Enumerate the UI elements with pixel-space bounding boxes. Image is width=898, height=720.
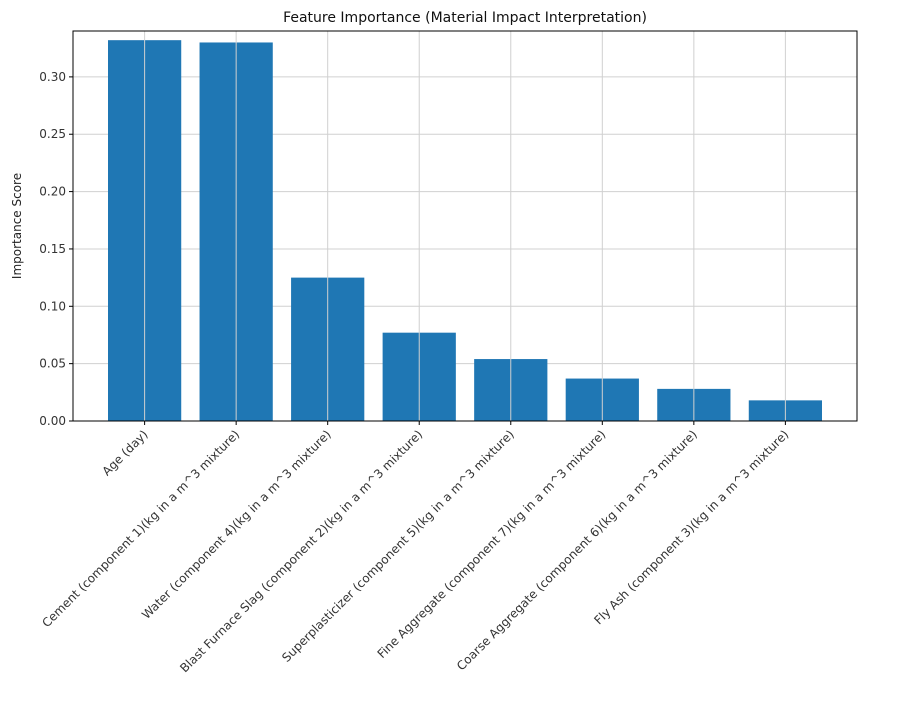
y-tick-label: 0.20 bbox=[39, 185, 66, 199]
plot-frame bbox=[72, 30, 858, 422]
y-tick-label: 0.15 bbox=[39, 242, 66, 256]
y-tick-label: 0.10 bbox=[39, 299, 66, 313]
x-grid-lines bbox=[144, 31, 786, 421]
y-tick-label: 0.05 bbox=[39, 357, 66, 371]
y-tick-label: 0.25 bbox=[39, 127, 66, 141]
y-tick-label: 0.30 bbox=[39, 70, 66, 84]
y-axis-label: Importance Score bbox=[10, 173, 24, 279]
chart-title: Feature Importance (Material Impact Inte… bbox=[283, 10, 647, 26]
y-tick-label: 0.00 bbox=[39, 414, 66, 428]
